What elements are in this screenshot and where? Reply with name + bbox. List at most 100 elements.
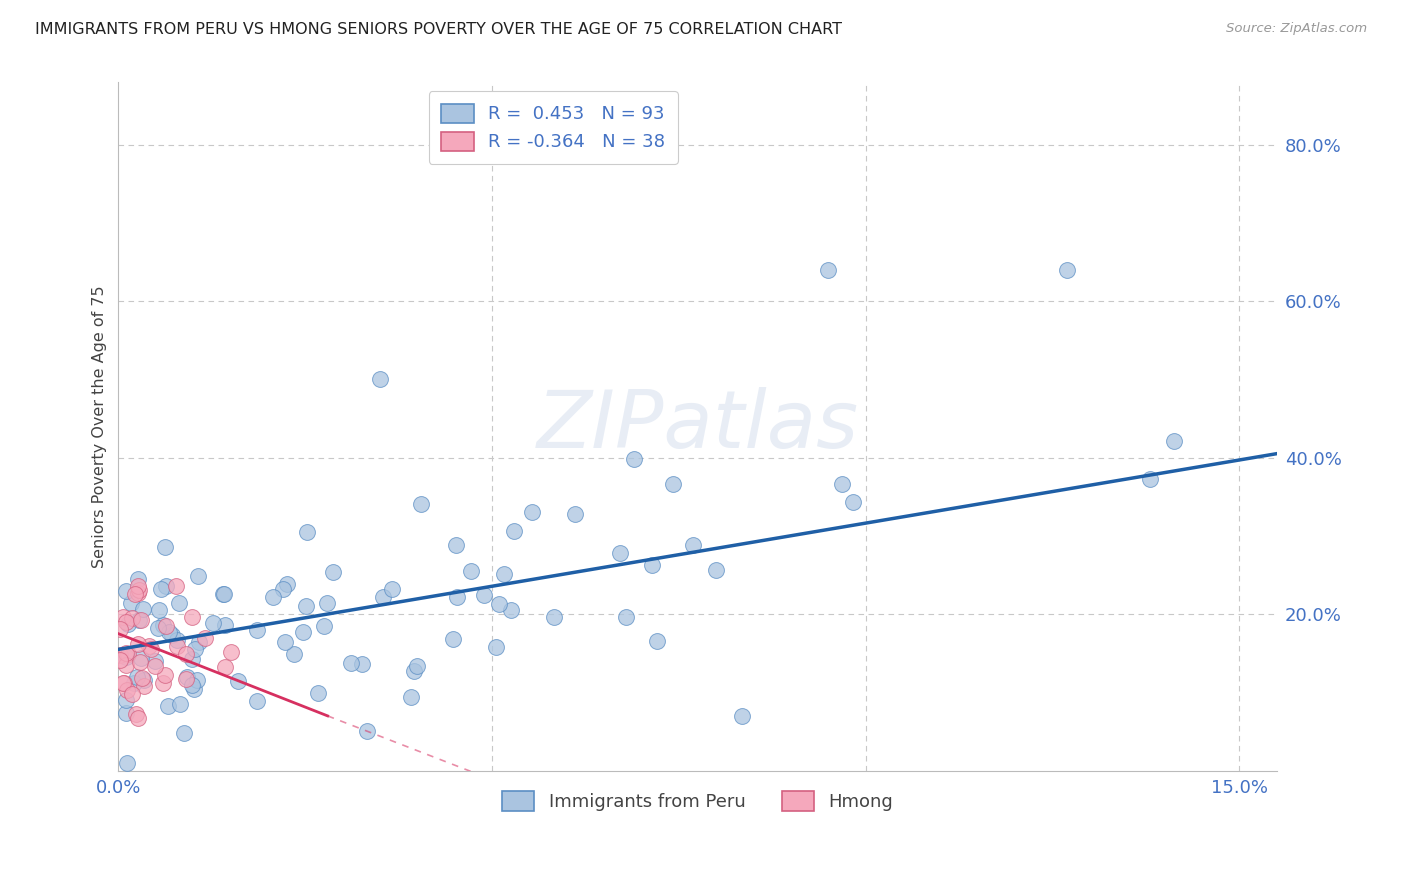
- Point: [134, 673, 156, 687]
- Point: [314, 619, 336, 633]
- Point: [307, 686, 329, 700]
- Point: [485, 640, 508, 654]
- Point: [124, 707, 146, 722]
- Point: [441, 632, 464, 646]
- Point: [187, 569, 209, 583]
- Point: [226, 673, 249, 688]
- Point: [340, 657, 363, 671]
- Point: [122, 676, 145, 690]
- Point: [108, 653, 131, 667]
- Point: [186, 673, 208, 687]
- Point: [132, 679, 155, 693]
- Point: [128, 613, 150, 627]
- Point: [294, 599, 316, 614]
- Point: [166, 633, 188, 648]
- Point: [121, 610, 143, 624]
- Point: [645, 633, 668, 648]
- Point: [117, 648, 139, 662]
- Point: [115, 692, 138, 706]
- Point: [1139, 472, 1161, 486]
- Point: [219, 645, 242, 659]
- Point: [184, 641, 207, 656]
- Point: [115, 646, 138, 660]
- Point: [614, 610, 637, 624]
- Point: [127, 579, 149, 593]
- Point: [155, 579, 177, 593]
- Point: [157, 699, 180, 714]
- Point: [127, 572, 149, 586]
- Point: [292, 625, 315, 640]
- Point: [145, 654, 167, 668]
- Point: [181, 678, 204, 692]
- Point: [246, 623, 269, 637]
- Point: [120, 596, 142, 610]
- Point: [169, 596, 191, 610]
- Point: [460, 564, 482, 578]
- Point: [174, 672, 197, 686]
- Point: [132, 601, 155, 615]
- Point: [129, 650, 152, 665]
- Point: [411, 497, 433, 511]
- Point: [157, 625, 180, 640]
- Point: [214, 617, 236, 632]
- Point: [131, 671, 153, 685]
- Point: [472, 588, 495, 602]
- Point: [817, 262, 839, 277]
- Point: [1056, 262, 1078, 277]
- Point: [1163, 434, 1185, 449]
- Point: [152, 675, 174, 690]
- Point: [682, 538, 704, 552]
- Point: [399, 690, 422, 705]
- Point: [108, 648, 131, 662]
- Point: [520, 505, 543, 519]
- Point: [564, 507, 586, 521]
- Point: [124, 587, 146, 601]
- Point: [143, 658, 166, 673]
- Point: [108, 622, 131, 636]
- Point: [841, 495, 863, 509]
- Point: [111, 610, 134, 624]
- Point: [212, 587, 235, 601]
- Point: [356, 723, 378, 738]
- Point: [129, 655, 152, 669]
- Point: [117, 616, 139, 631]
- Point: [183, 682, 205, 697]
- Point: [146, 622, 169, 636]
- Point: [214, 660, 236, 674]
- Point: [115, 683, 138, 698]
- Point: [166, 639, 188, 653]
- Legend: Immigrants from Peru, Hmong: Immigrants from Peru, Hmong: [489, 779, 905, 823]
- Point: [446, 538, 468, 552]
- Point: [405, 658, 427, 673]
- Point: [641, 558, 664, 573]
- Point: [704, 563, 727, 577]
- Point: [283, 648, 305, 662]
- Point: [322, 565, 344, 579]
- Point: [127, 637, 149, 651]
- Point: [373, 590, 395, 604]
- Text: ZIPatlas: ZIPatlas: [537, 387, 859, 466]
- Text: IMMIGRANTS FROM PERU VS HMONG SENIORS POVERTY OVER THE AGE OF 75 CORRELATION CHA: IMMIGRANTS FROM PERU VS HMONG SENIORS PO…: [35, 22, 842, 37]
- Point: [488, 598, 510, 612]
- Point: [153, 668, 176, 682]
- Point: [117, 756, 139, 770]
- Point: [623, 452, 645, 467]
- Point: [121, 687, 143, 701]
- Point: [381, 582, 404, 597]
- Point: [127, 586, 149, 600]
- Point: [492, 566, 515, 581]
- Point: [173, 726, 195, 740]
- Point: [316, 596, 339, 610]
- Point: [352, 657, 374, 671]
- Point: [129, 613, 152, 627]
- Point: [274, 635, 297, 649]
- Point: [139, 642, 162, 657]
- Point: [153, 541, 176, 555]
- Point: [731, 708, 754, 723]
- Point: [155, 618, 177, 632]
- Point: [152, 618, 174, 632]
- Point: [160, 628, 183, 642]
- Point: [499, 602, 522, 616]
- Point: [111, 675, 134, 690]
- Point: [174, 647, 197, 661]
